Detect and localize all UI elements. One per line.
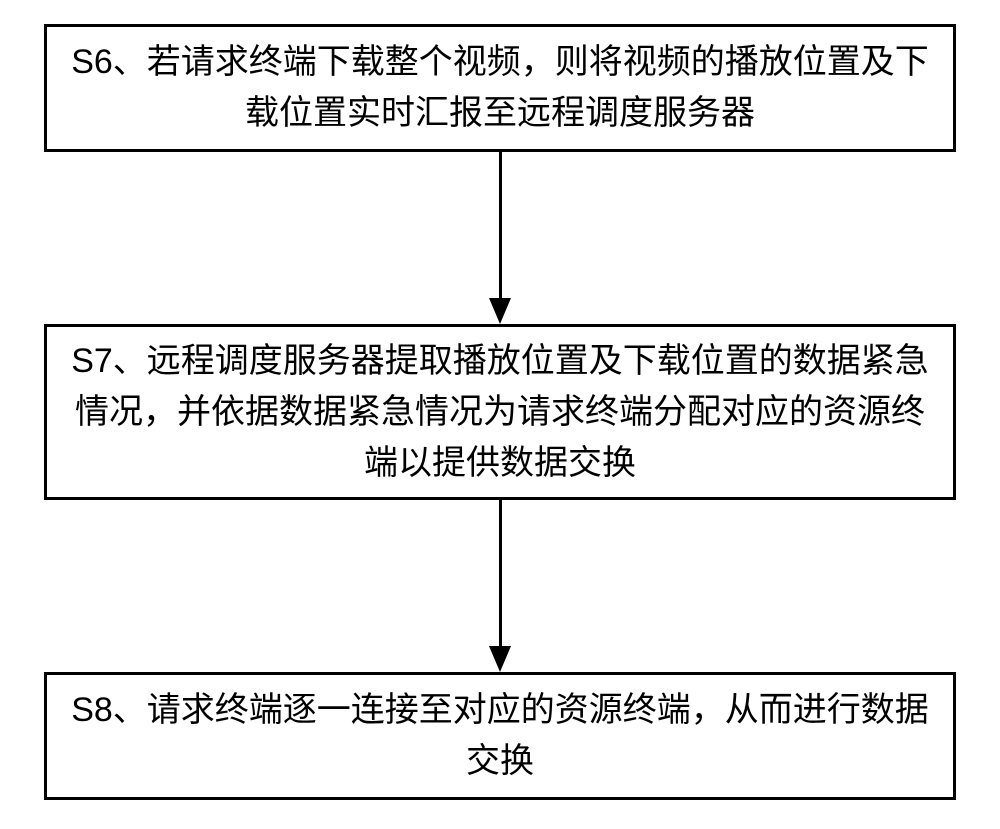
flowchart-canvas: S6、若请求终端下载整个视频，则将视频的播放位置及下载位置实时汇报至远程调度服务…	[0, 0, 1000, 829]
flow-node-s7: S7、远程调度服务器提取播放位置及下载位置的数据紧急情况，并依据数据紧急情况为请…	[44, 324, 956, 500]
flow-edge-s6-s7-head	[489, 298, 511, 324]
flow-node-s8: S8、请求终端逐一连接至对应的资源终端，从而进行数据交换	[44, 672, 956, 800]
flow-node-s7-text: S7、远程调度服务器提取播放位置及下载位置的数据紧急情况，并依据数据紧急情况为请…	[67, 336, 933, 489]
flow-node-s6: S6、若请求终端下载整个视频，则将视频的播放位置及下载位置实时汇报至远程调度服务…	[44, 24, 956, 152]
flow-edge-s6-s7-line	[499, 152, 502, 298]
flow-edge-s7-s8-line	[499, 500, 502, 646]
flow-edge-s7-s8-head	[489, 646, 511, 672]
flow-node-s6-text: S6、若请求终端下载整个视频，则将视频的播放位置及下载位置实时汇报至远程调度服务…	[67, 37, 933, 139]
flow-node-s8-text: S8、请求终端逐一连接至对应的资源终端，从而进行数据交换	[67, 685, 933, 787]
